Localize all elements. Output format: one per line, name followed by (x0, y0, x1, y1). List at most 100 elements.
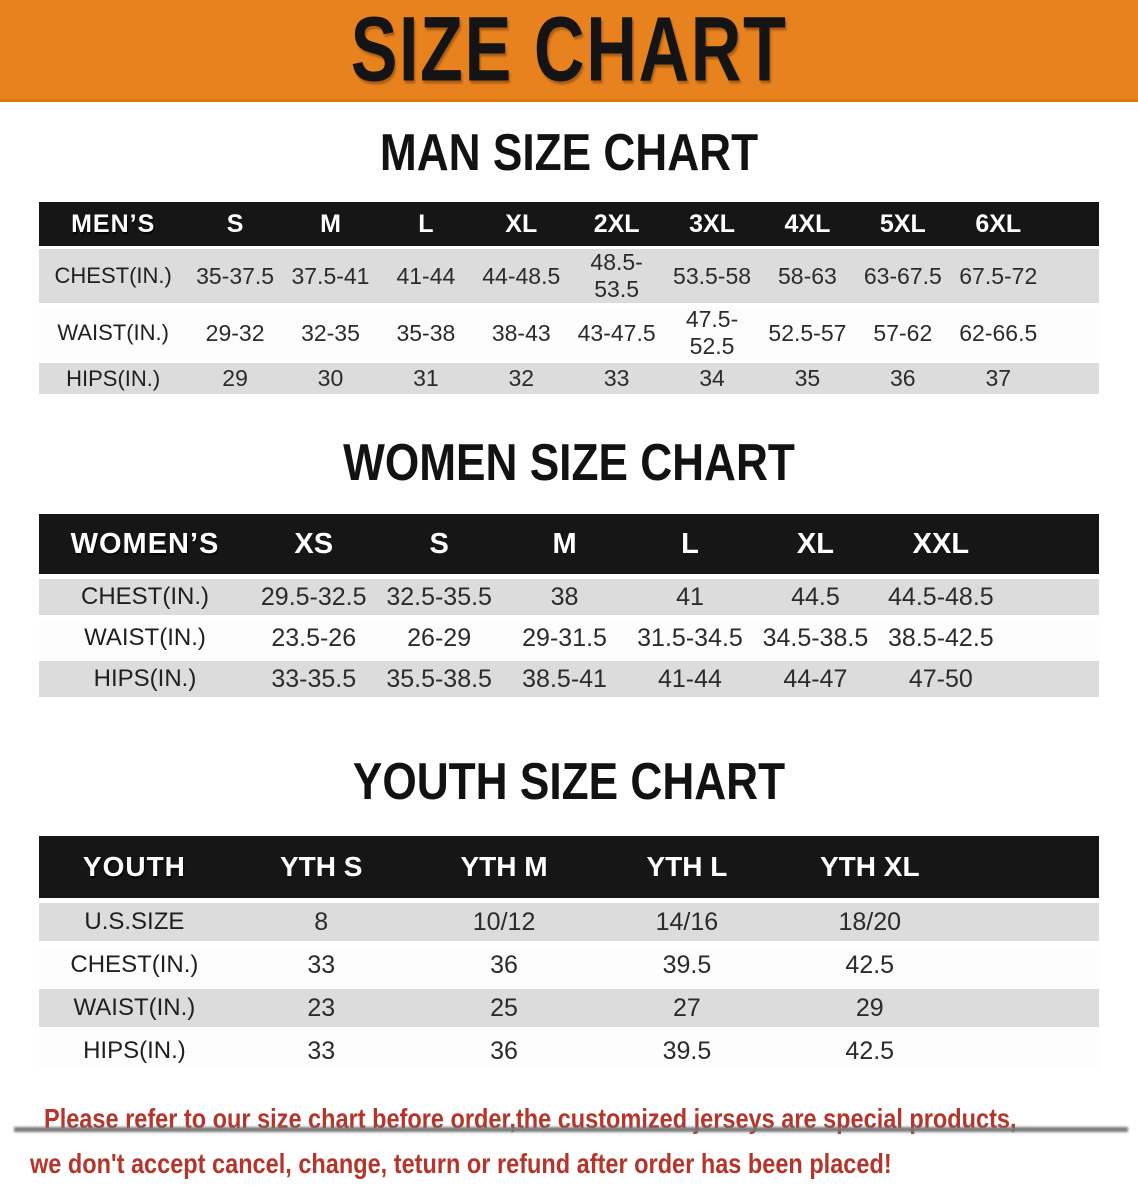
row-pad (1046, 306, 1099, 360)
size-value-cell: 39.5 (595, 946, 779, 984)
size-value-cell: 32-35 (282, 306, 379, 360)
size-column-header: XL (752, 514, 879, 574)
row-pad (1046, 249, 1099, 303)
row-label: WAIST(IN.) (39, 989, 230, 1027)
women-section-heading: WOMEN SIZE CHART (343, 434, 795, 492)
women-size-table: WOMEN’S XS S M L XL XXL CHEST(IN.) 29.5-32.5 32.5… (39, 509, 1099, 702)
size-chart-content: MAN SIZE CHART MEN’S S M L XL 2XL 3XL 4XL 5XL 6XL… (0, 124, 1138, 1186)
row-pad (961, 903, 1099, 941)
section-men: MAN SIZE CHART MEN’S S M L XL 2XL 3XL 4XL 5XL 6XL… (0, 124, 1138, 397)
measurement-row: HIPS(IN.) 29 30 31 32 33 34 35 36 37 (39, 363, 1099, 394)
row-label: CHEST(IN.) (39, 579, 251, 615)
row-pad (961, 989, 1099, 1027)
size-value-cell: 41-44 (627, 661, 753, 697)
section-youth: YOUTH SIZE CHART YOUTH YTH S YTH M YTH L YTH… (0, 753, 1138, 1075)
row-label: CHEST(IN.) (39, 946, 230, 984)
size-column-header: XXL (878, 514, 1004, 574)
size-value-cell: 30 (282, 363, 379, 394)
size-column-header: 4XL (759, 202, 856, 246)
row-label: CHEST(IN.) (39, 249, 188, 303)
size-value-cell: 35-38 (378, 306, 474, 360)
row-pad (961, 1032, 1099, 1070)
row-pad (1003, 661, 1099, 697)
table-corner-label: YOUTH (39, 836, 230, 898)
size-value-cell: 36 (412, 1032, 596, 1070)
size-value-cell: 58-63 (759, 249, 856, 303)
men-size-table: MEN’S S M L XL 2XL 3XL 4XL 5XL 6XL CHEST(IN.) 35-37… (39, 199, 1099, 397)
size-value-cell: 29-32 (187, 306, 283, 360)
size-column-header: XS (251, 514, 377, 574)
measurement-row: CHEST(IN.) 35-37.5 37.5-41 41-44 44-48.5 48.5… (39, 249, 1099, 303)
size-value-cell: 33 (229, 1032, 413, 1070)
size-value-cell: 44.5 (752, 579, 879, 615)
size-column-header: 5XL (855, 202, 951, 246)
row-pad (1003, 579, 1099, 615)
size-value-cell: 37.5-41 (282, 249, 379, 303)
size-column-header: S (376, 514, 502, 574)
size-value-cell: 31 (378, 363, 474, 394)
size-header-row: YOUTH YTH S YTH M YTH L YTH XL (39, 836, 1099, 898)
size-value-cell: 52.5-57 (759, 306, 856, 360)
size-column-header: M (501, 514, 628, 574)
size-column-header: M (282, 202, 379, 246)
size-value-cell: 41-44 (378, 249, 474, 303)
disclaimer-line-2: we don't accept cancel, change, teturn o… (30, 1148, 892, 1179)
size-value-cell: 25 (412, 989, 596, 1027)
men-section-heading: MAN SIZE CHART (379, 124, 759, 182)
size-value-cell: 44.5-48.5 (878, 579, 1004, 615)
size-column-header: 3XL (664, 202, 760, 246)
size-value-cell: 38.5-42.5 (878, 620, 1004, 656)
page-title: SIZE CHART (350, 0, 788, 101)
size-value-cell: 36 (855, 363, 951, 394)
size-value-cell: 36 (412, 946, 596, 984)
size-column-header: YTH XL (778, 836, 962, 898)
size-value-cell: 18/20 (778, 903, 962, 941)
size-value-cell: 26-29 (376, 620, 502, 656)
size-value-cell: 48.5-53.5 (568, 249, 665, 303)
row-pad (1003, 620, 1099, 656)
measurement-row: U.S.SIZE 8 10/12 14/16 18/20 (39, 903, 1099, 941)
measurement-row: WAIST(IN.) 23 25 27 29 (39, 989, 1099, 1027)
measurement-row: WAIST(IN.) 29-32 32-35 35-38 38-43 43-47.5 47.… (39, 306, 1099, 360)
size-value-cell: 29 (778, 989, 962, 1027)
size-value-cell: 14/16 (595, 903, 779, 941)
size-value-cell: 43-47.5 (568, 306, 665, 360)
size-column-header: 2XL (568, 202, 665, 246)
size-value-cell: 57-62 (855, 306, 951, 360)
size-value-cell: 41 (627, 579, 753, 615)
disclaimer-line-1: Please refer to our size chart before or… (44, 1103, 1017, 1134)
row-label: U.S.SIZE (39, 903, 230, 941)
size-value-cell: 44-48.5 (473, 249, 569, 303)
size-value-cell: 35.5-38.5 (376, 661, 502, 697)
size-value-cell: 23.5-26 (251, 620, 377, 656)
size-value-cell: 44-47 (752, 661, 879, 697)
size-column-header: L (627, 514, 753, 574)
section-women: WOMEN SIZE CHART WOMEN’S XS S M L XL XXL CHEST(… (0, 434, 1138, 702)
size-value-cell: 35 (759, 363, 856, 394)
size-value-cell: 10/12 (412, 903, 596, 941)
youth-section-heading: YOUTH SIZE CHART (352, 753, 786, 811)
size-value-cell: 34.5-38.5 (752, 620, 879, 656)
row-label: HIPS(IN.) (39, 1032, 230, 1070)
size-value-cell: 34 (664, 363, 760, 394)
size-column-header: 6XL (950, 202, 1046, 246)
measurement-row: WAIST(IN.) 23.5-26 26-29 29-31.5 31.5-34.5 34… (39, 620, 1099, 656)
size-value-cell: 35-37.5 (187, 249, 283, 303)
table-corner-label: MEN’S (39, 202, 188, 246)
header-pad (1046, 202, 1099, 246)
size-column-header: YTH S (229, 836, 413, 898)
size-value-cell: 27 (595, 989, 779, 1027)
size-value-cell: 38.5-41 (501, 661, 628, 697)
header-pad (1003, 514, 1099, 574)
size-value-cell: 63-67.5 (855, 249, 951, 303)
measurement-row: HIPS(IN.) 33-35.5 35.5-38.5 38.5-41 41-44 44-… (39, 661, 1099, 697)
row-pad (961, 946, 1099, 984)
measurement-row: CHEST(IN.) 33 36 39.5 42.5 (39, 946, 1099, 984)
size-value-cell: 32 (473, 363, 569, 394)
size-header-row: MEN’S S M L XL 2XL 3XL 4XL 5XL 6XL (39, 202, 1099, 246)
size-value-cell: 23 (229, 989, 413, 1027)
size-value-cell: 29.5-32.5 (251, 579, 377, 615)
row-pad (1046, 363, 1099, 394)
header-pad (961, 836, 1099, 898)
size-value-cell: 8 (229, 903, 413, 941)
